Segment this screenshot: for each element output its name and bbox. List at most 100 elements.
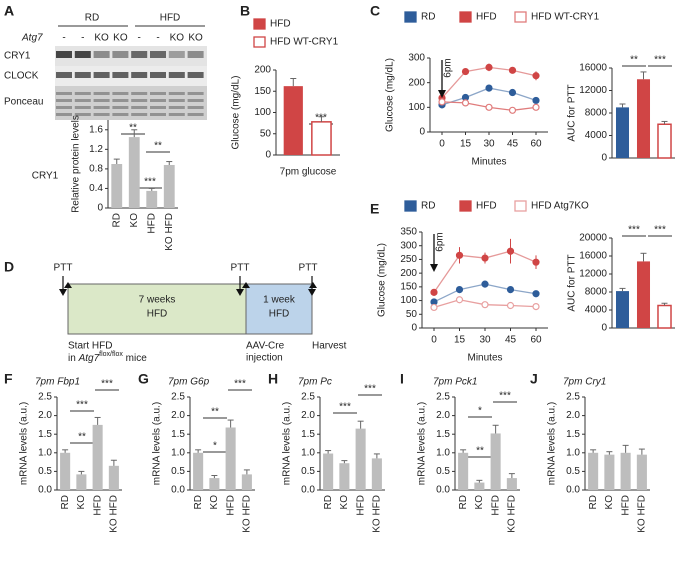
phase-label: 1 week <box>263 295 296 306</box>
significance: ** <box>211 407 219 418</box>
y-axis-label: Glucose (mg/dL) <box>231 76 242 150</box>
y-tick-label: 1.5 <box>171 429 185 440</box>
y-axis-label: mRNA levels (a.u.) <box>417 402 428 485</box>
blot-signal <box>112 51 129 58</box>
y-tick-label: 1.5 <box>566 429 580 440</box>
significance: *** <box>364 384 376 395</box>
phase-label: HFD <box>269 309 290 320</box>
genotype-label: Atg7 <box>21 33 43 44</box>
blot-signal <box>150 99 166 102</box>
lane-label: - <box>62 33 65 44</box>
y-tick-label: 2.5 <box>171 392 185 403</box>
x-tick-label: 45 <box>507 139 519 150</box>
blot-signal <box>93 72 110 78</box>
legend-label: HFD <box>476 12 497 23</box>
y-tick-label: 0 <box>419 127 425 138</box>
blot-signal <box>168 99 185 102</box>
legend-swatch <box>253 18 266 30</box>
phase-box <box>245 283 313 335</box>
x-tick-label: RD <box>588 495 599 509</box>
bar <box>111 164 123 208</box>
y-axis-label: mRNA levels (a.u.) <box>547 402 558 485</box>
blot-signal <box>168 113 185 116</box>
bar <box>108 465 119 490</box>
blot-signal <box>131 72 148 78</box>
phase-label: 7 weeks <box>139 295 176 306</box>
blot-signal <box>74 72 91 78</box>
series-line <box>441 66 537 99</box>
blot-signal <box>93 51 110 58</box>
blot: A RD HFD Atg7 - - KO KO - - KO KO CRY1 CLOCK Po… <box>4 3 207 120</box>
y-tick-label: 0.5 <box>436 466 450 477</box>
timeline-diagram: D PTT PTT PTT 7 weeks HFD 1 week HFD Sta… <box>4 259 347 364</box>
blot-signal <box>150 113 166 116</box>
ptt-label: PTT <box>231 263 250 274</box>
blot-signal <box>56 106 72 109</box>
bar <box>636 79 651 158</box>
blot-signal <box>93 92 110 95</box>
y-tick-label: 200 <box>408 77 425 88</box>
blot-signal <box>150 51 166 58</box>
x-tick-label: KO <box>339 495 350 510</box>
x-tick-label: KO HFD <box>109 495 120 533</box>
bar <box>241 474 252 490</box>
step-label: Start HFD <box>68 341 112 352</box>
row-label: Ponceau <box>4 97 43 108</box>
significance: *** <box>76 400 88 411</box>
significance: ** <box>476 446 484 457</box>
y-tick-label: 0.0 <box>566 485 580 496</box>
x-tick-label: KO HFD <box>372 495 383 533</box>
row-label: CLOCK <box>4 71 39 82</box>
y-tick-label: 0.0 <box>301 485 315 496</box>
blot-signal <box>131 92 148 95</box>
x-axis-label: Minutes <box>471 157 506 168</box>
blot-signal <box>168 72 185 78</box>
y-axis-label: Glucose (mg/dL) <box>385 58 396 132</box>
y-tick-label: 0.0 <box>436 485 450 496</box>
y-tick-label: 0 <box>411 323 417 334</box>
x-tick-label: KO <box>209 495 220 510</box>
y-axis-label: AUC for PTT <box>567 254 578 311</box>
y-tick-label: 0 <box>265 150 271 161</box>
bar <box>620 452 631 490</box>
significance: *** <box>654 55 666 66</box>
y-tick-label: 2.5 <box>566 392 580 403</box>
y-tick-label: 1.5 <box>38 429 52 440</box>
bar <box>636 454 647 490</box>
bar <box>355 428 366 490</box>
significance: *** <box>234 379 246 390</box>
y-tick-label: 1.2 <box>89 144 103 155</box>
bar <box>146 190 158 208</box>
legend-swatch <box>459 11 472 23</box>
y-tick-label: 1.5 <box>436 429 450 440</box>
point <box>461 67 470 76</box>
y-tick-label: 2.0 <box>436 410 450 421</box>
blot-signal <box>74 99 91 102</box>
significance: ** <box>78 432 86 443</box>
bar <box>657 123 672 159</box>
bar <box>311 121 332 156</box>
point <box>438 98 446 106</box>
y-tick-label: 8000 <box>585 108 608 119</box>
point <box>506 301 515 310</box>
bar <box>225 427 236 490</box>
bar <box>323 453 334 490</box>
y-tick-label: 2.5 <box>38 392 52 403</box>
bar <box>458 452 469 490</box>
annotation-arrowhead <box>438 90 446 98</box>
x-tick-label: HFD <box>146 213 157 234</box>
panel-letter: H <box>268 371 278 387</box>
row-label: CRY1 <box>4 51 31 62</box>
y-tick-label: 1.0 <box>436 447 450 458</box>
y-tick-label: 2.5 <box>436 392 450 403</box>
legend-swatch <box>514 11 527 23</box>
legend-label: HFD Atg7KO <box>531 201 589 212</box>
blot-signal <box>56 99 72 102</box>
chart-title: 7pm Pck1 <box>433 377 477 388</box>
x-tick-label: 15 <box>460 139 472 150</box>
point <box>481 301 489 309</box>
significance: ** <box>630 55 638 66</box>
point <box>481 254 489 262</box>
significance: *** <box>628 225 640 236</box>
point <box>506 247 515 255</box>
